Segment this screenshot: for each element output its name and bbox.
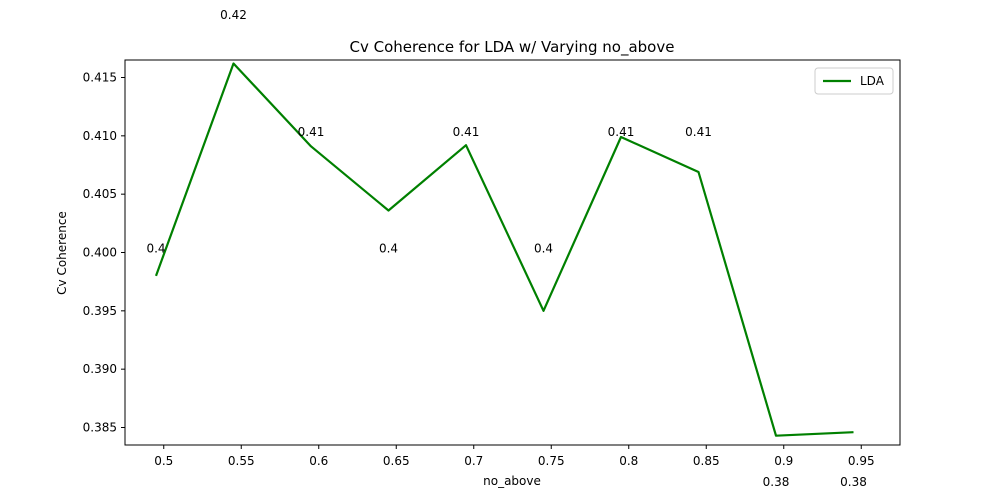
y-tick-label: 0.390 — [83, 362, 117, 376]
x-tick-label: 0.9 — [774, 454, 793, 468]
plot-frame — [124, 59, 901, 446]
plot-area: 0.5 0.55 0.6 0.65 0.7 0.75 0.8 0.85 0.9 0.95 0.385… — [83, 8, 901, 489]
data-label: 0.38 — [763, 475, 790, 489]
series-line-lda — [154, 62, 854, 437]
legend-box — [814, 67, 894, 95]
data-label: 0.41 — [608, 125, 635, 139]
y-tick-label: 0.405 — [83, 187, 117, 201]
x-tick-label: 0.55 — [228, 454, 255, 468]
y-tick-label: 0.410 — [83, 129, 117, 143]
data-label: 0.41 — [685, 125, 712, 139]
x-tick-label: 0.85 — [693, 454, 720, 468]
data-label: 0.4 — [379, 242, 398, 256]
data-label: 0.41 — [453, 125, 480, 139]
data-label: 0.4 — [146, 242, 165, 256]
x-axis-label: no_above — [483, 474, 541, 488]
x-tick-label: 0.65 — [383, 454, 410, 468]
x-tick-label: 0.75 — [538, 454, 565, 468]
data-label: 0.4 — [534, 242, 553, 256]
x-tick-label: 0.7 — [464, 454, 483, 468]
x-tick-label: 0.8 — [619, 454, 638, 468]
x-tick-label: 0.6 — [309, 454, 328, 468]
y-axis-label: Cv Coherence — [55, 211, 69, 295]
legend-label: LDA — [860, 74, 885, 88]
x-tick-label: 0.5 — [154, 454, 173, 468]
y-tick-label: 0.395 — [83, 304, 117, 318]
data-label: 0.38 — [840, 475, 867, 489]
data-label: 0.42 — [220, 8, 247, 22]
x-tick-label: 0.95 — [848, 454, 875, 468]
data-label: 0.41 — [298, 125, 325, 139]
chart-title: Cv Coherence for LDA w/ Varying no_above — [350, 38, 675, 57]
y-tick-label: 0.400 — [83, 246, 117, 260]
y-tick-label: 0.385 — [83, 421, 117, 435]
y-tick-label: 0.415 — [83, 71, 117, 85]
